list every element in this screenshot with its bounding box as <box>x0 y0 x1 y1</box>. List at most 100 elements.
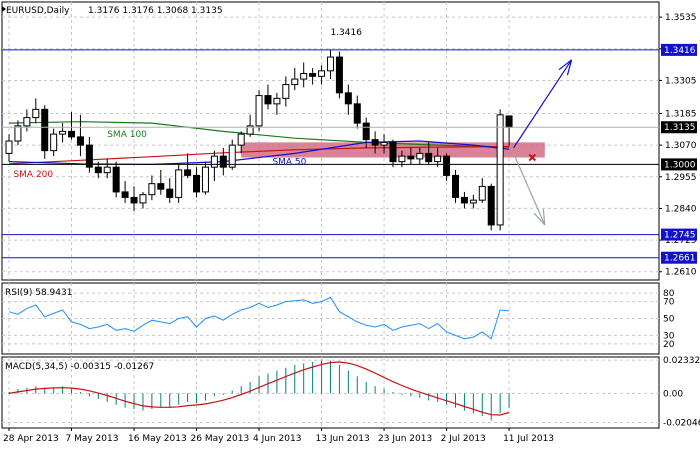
candle-bear <box>41 108 49 152</box>
candle-bear <box>309 73 317 77</box>
x-tick-label: 16 May 2013 <box>128 434 187 444</box>
y-tick-label: 1.3185 <box>665 109 697 119</box>
forecast-arrow-down-shaft <box>512 153 546 226</box>
chart-ohlc-values: 1.3176 1.3176 1.3068 1.3135 <box>88 6 223 16</box>
macd-tick-label: -0.02046 <box>663 419 700 429</box>
candle-bull <box>59 130 67 135</box>
candle-bear <box>389 141 397 163</box>
candle-bull <box>175 169 183 198</box>
annotation-label: SMA 50 <box>272 157 306 167</box>
cross-marker <box>528 153 537 162</box>
candle-bear <box>68 130 76 138</box>
y-tick-label: 1.2955 <box>665 173 697 183</box>
rsi-tick-label: 50 <box>663 315 675 325</box>
candle-bull <box>326 56 334 72</box>
forecast-arrow-down-head <box>542 208 546 226</box>
rsi-title: RSI(9) 58.9431 <box>5 288 72 298</box>
candle-bull <box>255 95 263 127</box>
y-tick-label: 1.2610 <box>665 268 697 278</box>
annotation-label: SMA 100 <box>107 130 147 140</box>
candle-bear <box>353 103 361 124</box>
candle-bull <box>282 84 290 99</box>
candle-bear <box>452 174 459 198</box>
macd-tick-label: 0.02332 <box>663 356 700 366</box>
x-tick-label: 7 May 2013 <box>66 434 119 444</box>
candle-bear <box>505 115 513 128</box>
candle-bull <box>210 155 218 168</box>
candle-bull <box>273 97 281 105</box>
candle-bull <box>5 140 13 154</box>
candle-bull <box>398 155 406 163</box>
candle-bear <box>362 122 370 141</box>
forecast-arrow-down-head <box>533 212 546 226</box>
macd-tick-label: 0.00 <box>663 389 683 399</box>
candle-bear <box>425 152 433 163</box>
price-label: 1.3000 <box>664 160 696 170</box>
candle-bear <box>112 166 120 193</box>
candle-bear <box>219 155 227 168</box>
candle-bull <box>148 183 156 196</box>
price-label: 1.2661 <box>664 254 696 264</box>
y-tick-label: 1.3305 <box>665 76 697 86</box>
annotation-label: 1.3416 <box>330 28 362 38</box>
candle-bull <box>291 78 299 86</box>
forecast-arrow-up-shaft <box>513 59 573 149</box>
candle-bull <box>478 185 486 201</box>
y-tick-label: 1.2840 <box>665 204 697 214</box>
price-label-box <box>661 228 697 241</box>
candle-bull <box>237 133 245 146</box>
x-tick-label: 26 May 2013 <box>191 434 250 444</box>
rsi-tick-label: 20 <box>663 340 675 350</box>
candle-bull <box>246 125 254 135</box>
candle-bull <box>201 166 209 193</box>
candle-bear <box>371 139 379 146</box>
candle-bear <box>76 136 84 146</box>
y-tick-label: 1.3535 <box>665 13 697 23</box>
candle-bull <box>103 166 111 174</box>
candle-bull <box>300 73 308 80</box>
price-label-box <box>661 43 697 56</box>
current-price-box <box>661 121 697 134</box>
candle-bull <box>318 70 326 77</box>
candle-bear <box>443 155 451 176</box>
candle-bear <box>157 183 165 190</box>
candle-bull <box>469 199 477 204</box>
candle-bear <box>193 174 201 193</box>
forecast-arrow-up-head <box>566 59 573 76</box>
rsi-tick-label: 70 <box>663 298 675 308</box>
rsi-tick-label: 80 <box>663 289 675 299</box>
rsi-tick-label: 30 <box>663 331 675 341</box>
candle-bull <box>496 114 504 226</box>
x-tick-label: 23 Jun 2013 <box>378 434 432 444</box>
candle-bull <box>14 125 22 142</box>
y-tick-label: 1.2725 <box>665 236 697 246</box>
x-tick-label: 28 Apr 2013 <box>3 434 59 444</box>
price-label: 1.2745 <box>664 231 696 241</box>
annotation-label: SMA 200 <box>13 170 53 180</box>
candle-bear <box>166 188 174 198</box>
x-tick-label: 2 Jul 2013 <box>441 434 486 444</box>
x-tick-label: 4 Jun 2013 <box>253 434 301 444</box>
price-label-box <box>661 251 697 264</box>
forecast-arrow-up-head <box>558 59 572 71</box>
candle-bear <box>85 144 93 168</box>
chart-symbol-title: EURUSD,Daily <box>6 6 70 16</box>
macd-signal-line <box>8 361 510 416</box>
candle-bull <box>434 155 442 163</box>
price-label-box <box>661 158 697 171</box>
candle-bull <box>23 117 31 127</box>
y-tick-label: 1.3070 <box>665 141 697 151</box>
candle-bear <box>487 185 495 226</box>
price-label: 1.3416 <box>664 46 696 56</box>
macd-title: MACD(5,34,5) -0.00315 -0.01267 <box>5 362 154 372</box>
candle-bear <box>335 56 343 94</box>
x-tick-label: 11 Jul 2013 <box>503 434 554 444</box>
current-price-label: 1.3135 <box>664 123 696 133</box>
candle-bear <box>460 196 468 204</box>
candle-bull <box>228 144 236 168</box>
candle-bear <box>407 155 415 160</box>
candle-bear <box>121 191 129 198</box>
candle-bull <box>50 133 58 152</box>
